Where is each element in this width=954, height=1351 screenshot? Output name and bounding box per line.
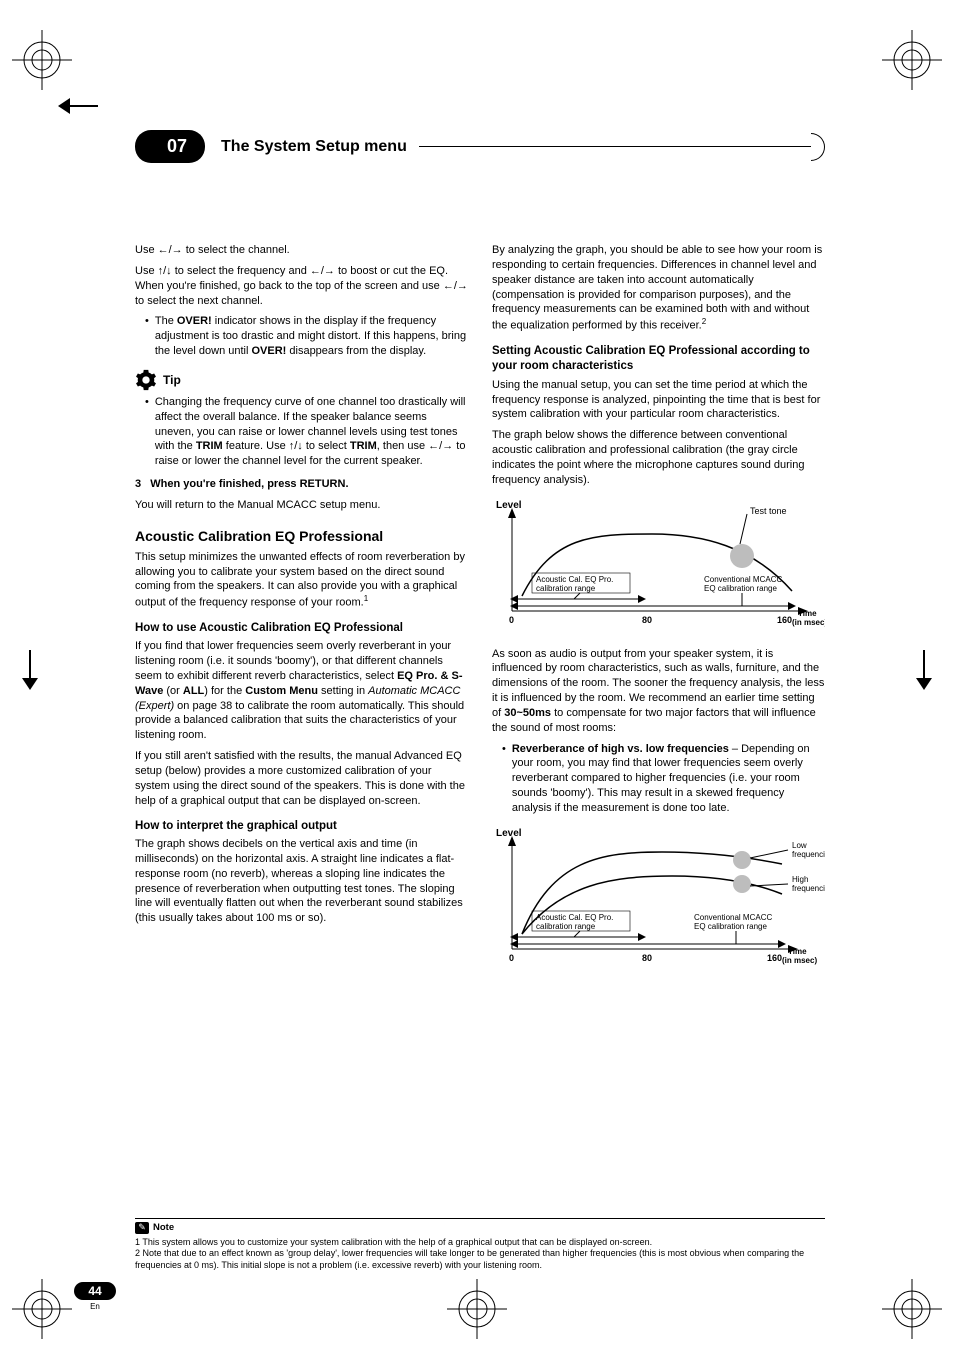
- align-arrow-left2: [20, 650, 40, 690]
- para: The graph shows decibels on the vertical…: [135, 837, 468, 926]
- bullet-reverberance: • Reverberance of high vs. low frequenci…: [502, 742, 825, 816]
- g2-conv-a: Conventional MCACC: [694, 913, 772, 922]
- g1-conv-a: Conventional MCACC: [704, 575, 782, 584]
- g1-t0: 0: [509, 615, 514, 625]
- tip-header: Tip: [135, 369, 468, 391]
- chapter-cap: [811, 133, 825, 161]
- g1-level-label: Level: [496, 500, 522, 511]
- t: ALL: [183, 685, 204, 697]
- para: You will return to the Manual MCACC setu…: [135, 498, 468, 513]
- gear-icon: [135, 369, 157, 391]
- para: Use ↑/↓ to select the frequency and ←/→ …: [135, 264, 468, 309]
- g2-time-b: (in msec): [782, 956, 817, 965]
- graph-2: Level Low frequencies High f: [492, 824, 825, 979]
- g1-acal-a: Acoustic Cal. EQ Pro.: [536, 575, 613, 584]
- footnote-ref-2: 2: [702, 317, 706, 326]
- g1-t80: 80: [642, 615, 652, 625]
- g2-conv-b: EQ calibration range: [694, 922, 767, 931]
- tip-label: Tip: [163, 372, 181, 388]
- page-lang: En: [70, 1302, 120, 1311]
- chapter-rule: [419, 146, 811, 147]
- para: As soon as audio is output from your spe…: [492, 647, 825, 736]
- t: By analyzing the graph, you should be ab…: [492, 244, 822, 332]
- t: OVER!: [177, 315, 212, 327]
- g1-time-b: (in msec): [792, 618, 825, 627]
- chapter-number: 07: [135, 130, 205, 163]
- g2-low-b: frequencies: [792, 850, 825, 859]
- graph-1: Level Test tone Acoustic Cal. EQ Pro.: [492, 496, 825, 641]
- t: TRIM: [350, 440, 377, 452]
- footnote-ref-1: 1: [364, 594, 368, 603]
- right-column: By analyzing the graph, you should be ab…: [492, 243, 825, 985]
- t: disappears from the display.: [286, 345, 426, 357]
- g2-t0: 0: [509, 953, 514, 963]
- chapter-title: The System Setup menu: [221, 138, 419, 156]
- page-number: 44 En: [70, 1282, 120, 1311]
- g1-t160: 160: [777, 615, 792, 625]
- g2-high-a: High: [792, 875, 808, 884]
- crop-mark-tl: [12, 30, 72, 90]
- page-content: 07 The System Setup menu Use ←/→ to sele…: [135, 130, 825, 985]
- para: Using the manual setup, you can set the …: [492, 378, 825, 423]
- g1-acal-b: calibration range: [536, 584, 596, 593]
- page-num-value: 44: [74, 1282, 115, 1300]
- t: This setup minimizes the unwanted effect…: [135, 551, 465, 609]
- para: The graph below shows the difference bet…: [492, 428, 825, 487]
- g2-acal-b: calibration range: [536, 922, 596, 931]
- bullet-tip: • Changing the frequency curve of one ch…: [145, 395, 468, 469]
- footnote-2: 2 Note that due to an effect known as 'g…: [135, 1248, 825, 1271]
- g2-time-a: Time: [788, 947, 807, 956]
- t: TRIM: [196, 440, 223, 452]
- t: 30~50ms: [504, 707, 551, 719]
- g2-t160: 160: [767, 953, 782, 963]
- footnote-1: 1 This system allows you to customize yo…: [135, 1237, 825, 1248]
- step3: 3 When you're finished, press RETURN.: [135, 477, 468, 492]
- t: Reverberance of high vs. low frequencies: [512, 743, 729, 755]
- heading-interpret: How to interpret the graphical output: [135, 819, 468, 835]
- t: on page 38 to calibrate the room automat…: [135, 700, 464, 742]
- heading-setting: Setting Acoustic Calibration EQ Professi…: [492, 344, 825, 375]
- g2-level-label: Level: [496, 828, 522, 839]
- bullet-over: • The OVER! indicator shows in the displ…: [145, 314, 468, 359]
- para: If you still aren't satisfied with the r…: [135, 749, 468, 808]
- t: 3: [135, 478, 141, 490]
- heading-aceq: Acoustic Calibration EQ Professional: [135, 527, 468, 546]
- t: setting in: [318, 685, 368, 697]
- g2-high-b: frequencies: [792, 884, 825, 893]
- t: The: [155, 315, 177, 327]
- para: By analyzing the graph, you should be ab…: [492, 243, 825, 334]
- footnotes: ✎ Note 1 This system allows you to custo…: [135, 1218, 825, 1271]
- t: When you're finished, press RETURN.: [150, 478, 348, 490]
- t: (or: [163, 685, 183, 697]
- crop-mark-br: [882, 1279, 942, 1339]
- left-column: Use ←/→ to select the channel. Use ↑/↓ t…: [135, 243, 468, 985]
- g2-low-a: Low: [792, 841, 807, 850]
- align-arrow-left: [58, 96, 98, 116]
- g1-time-a: Time: [798, 609, 817, 618]
- t: Custom Menu: [245, 685, 318, 697]
- crop-mark-bc: [447, 1279, 507, 1339]
- para: If you find that lower frequencies seem …: [135, 639, 468, 743]
- t: feature. Use ↑/↓ to select: [223, 440, 350, 452]
- align-arrow-right: [914, 650, 934, 690]
- para: Use ←/→ to select the channel.: [135, 243, 468, 258]
- t: ) for the: [204, 685, 245, 697]
- chapter-header: 07 The System Setup menu: [135, 130, 825, 163]
- note-label: Note: [153, 1222, 174, 1234]
- crop-mark-tr: [882, 30, 942, 90]
- g1-conv-b: EQ calibration range: [704, 584, 777, 593]
- crop-mark-bl: [12, 1279, 72, 1339]
- heading-howuse: How to use Acoustic Calibration EQ Profe…: [135, 621, 468, 637]
- g1-testtone: Test tone: [750, 506, 787, 516]
- g2-acal-a: Acoustic Cal. EQ Pro.: [536, 913, 613, 922]
- para: This setup minimizes the unwanted effect…: [135, 550, 468, 611]
- g2-t80: 80: [642, 953, 652, 963]
- t: OVER!: [251, 345, 286, 357]
- note-icon: ✎: [135, 1222, 149, 1234]
